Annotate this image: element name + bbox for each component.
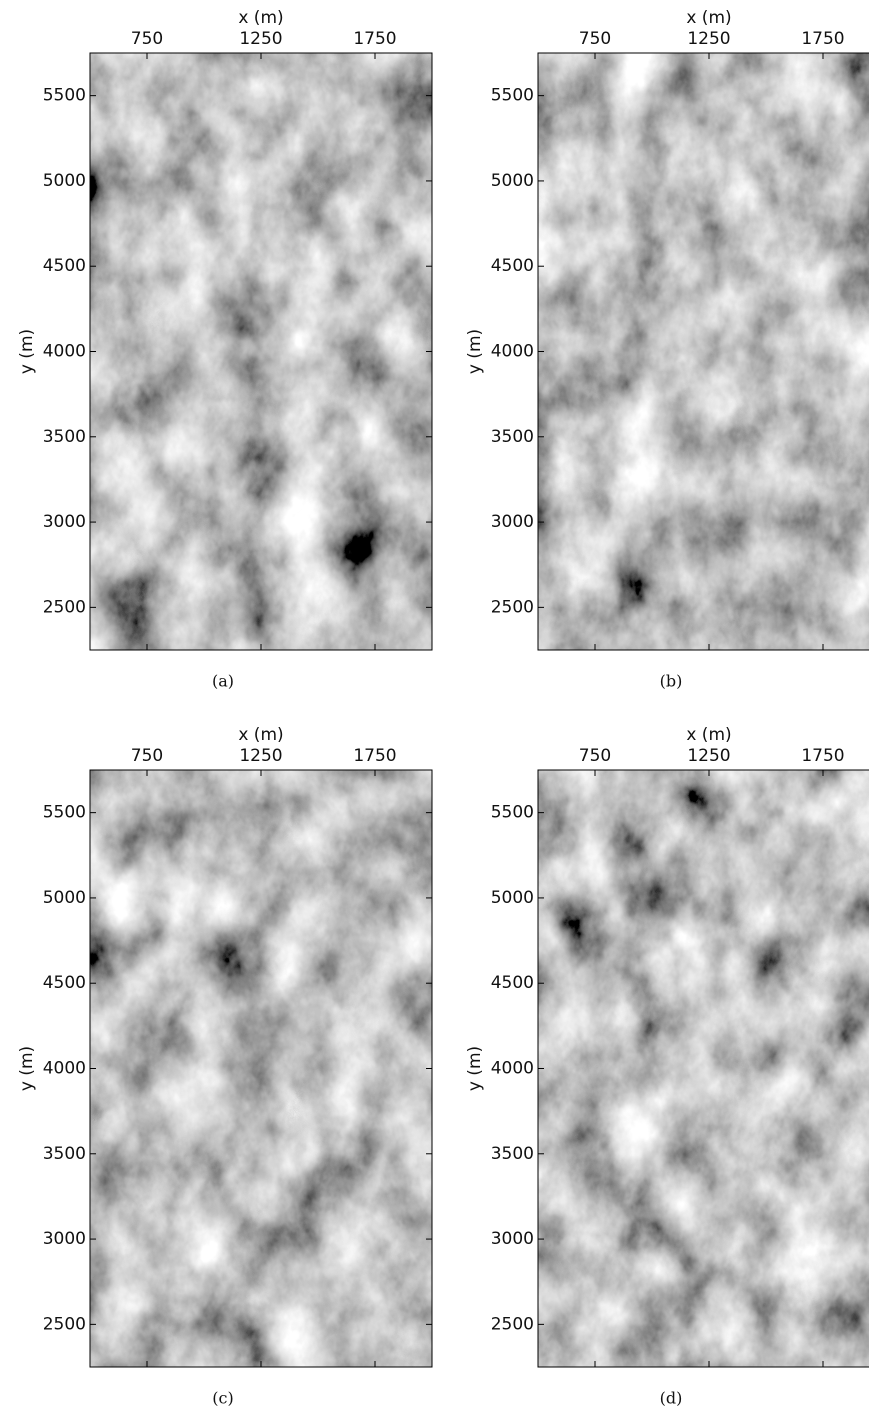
y-tick-label: 2500 bbox=[43, 597, 86, 617]
image bbox=[538, 53, 869, 650]
y-tick-label: 5500 bbox=[43, 86, 86, 106]
x-tick-label: 1750 bbox=[353, 746, 396, 766]
y-tick-label: 2500 bbox=[491, 1314, 534, 1334]
panel: 750 1250 1750 2500 3000 3500 4000 4500 5000 5500 x… bbox=[17, 725, 433, 1408]
x-tick-label: 1750 bbox=[801, 746, 844, 766]
image bbox=[90, 770, 432, 1367]
y-tick-label: 4000 bbox=[43, 1059, 86, 1079]
x-tick-label: 1250 bbox=[687, 29, 730, 49]
y-tick-label: 4500 bbox=[43, 973, 86, 993]
caption: (a) bbox=[212, 672, 234, 691]
x-tick-label: 1250 bbox=[239, 746, 282, 766]
x-tick-label: 750 bbox=[579, 746, 611, 766]
y-tick-label: 5000 bbox=[491, 171, 534, 191]
x-tick-label: 1750 bbox=[353, 29, 396, 49]
y-tick-label: 3500 bbox=[491, 427, 534, 447]
image bbox=[90, 53, 432, 650]
caption: (b) bbox=[660, 672, 683, 691]
x-axis-label: x (m) bbox=[686, 8, 731, 28]
y-tick-label: 3000 bbox=[43, 1229, 86, 1249]
y-tick-label: 4500 bbox=[491, 256, 534, 276]
y-tick-label: 5500 bbox=[43, 803, 86, 823]
x-axis-label: x (m) bbox=[238, 8, 283, 28]
caption: (d) bbox=[660, 1389, 683, 1408]
y-tick-label: 4000 bbox=[491, 342, 534, 362]
y-tick-label: 4500 bbox=[43, 256, 86, 276]
y-tick-label: 4500 bbox=[491, 973, 534, 993]
y-tick-label: 3500 bbox=[491, 1144, 534, 1164]
y-tick-label: 4000 bbox=[43, 342, 86, 362]
panel: 750 1250 1750 2500 3000 3500 4000 4500 5000 5500 x… bbox=[17, 8, 433, 691]
y-tick-label: 3000 bbox=[43, 512, 86, 532]
y-axis-label: y (m) bbox=[465, 329, 485, 374]
y-tick-label: 2500 bbox=[43, 1314, 86, 1334]
y-tick-label: 5500 bbox=[491, 86, 534, 106]
x-tick-label: 750 bbox=[131, 29, 163, 49]
x-tick-label: 1250 bbox=[239, 29, 282, 49]
panel: 750 1250 1750 2500 3000 3500 4000 4500 5000 5500 x… bbox=[465, 8, 869, 691]
y-axis-label: y (m) bbox=[17, 329, 37, 374]
y-tick-label: 2500 bbox=[491, 597, 534, 617]
y-tick-label: 5000 bbox=[491, 888, 534, 908]
y-tick-label: 5000 bbox=[43, 171, 86, 191]
y-axis-label: y (m) bbox=[17, 1046, 37, 1091]
y-axis-label: y (m) bbox=[465, 1046, 485, 1091]
y-tick-label: 4000 bbox=[491, 1059, 534, 1079]
x-axis-label: x (m) bbox=[238, 725, 283, 745]
x-tick-label: 750 bbox=[579, 29, 611, 49]
y-tick-label: 5000 bbox=[43, 888, 86, 908]
y-tick-label: 5500 bbox=[491, 803, 534, 823]
x-axis-label: x (m) bbox=[686, 725, 731, 745]
image bbox=[538, 770, 869, 1367]
x-tick-label: 1750 bbox=[801, 29, 844, 49]
x-tick-label: 1250 bbox=[687, 746, 730, 766]
caption: (c) bbox=[212, 1389, 233, 1408]
y-tick-label: 3500 bbox=[43, 1144, 86, 1164]
y-tick-label: 3500 bbox=[43, 427, 86, 447]
x-tick-label: 750 bbox=[131, 746, 163, 766]
panel: 750 1250 1750 2500 3000 3500 4000 4500 5000 5500 x… bbox=[465, 725, 869, 1408]
y-tick-label: 3000 bbox=[491, 1229, 534, 1249]
y-tick-label: 3000 bbox=[491, 512, 534, 532]
